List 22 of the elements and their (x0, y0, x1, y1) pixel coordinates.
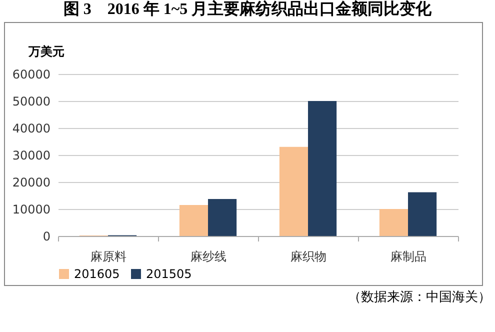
chart-title: 图 3 2016 年 1~5 月主要麻纺织品出口金额同比变化 (62, 0, 433, 20)
bar (308, 101, 337, 236)
x-tick-label: 麻原料 (90, 250, 126, 264)
bar (408, 192, 437, 236)
legend-label: 201605 (74, 267, 120, 281)
y-tick-label: 40000 (12, 122, 50, 136)
x-tick-label: 麻制品 (390, 250, 426, 264)
y-tick-label: 50000 (12, 94, 50, 108)
bar (179, 204, 208, 236)
bar (208, 199, 237, 236)
y-tick-label: 20000 (12, 176, 50, 190)
x-tick-label: 麻织物 (290, 250, 326, 264)
y-axis-title: 万美元 (28, 44, 64, 58)
y-tick-label: 60000 (12, 68, 50, 82)
y-tick-label: 10000 (12, 202, 50, 216)
x-tick-label: 麻纱线 (190, 250, 226, 264)
y-tick-label: 0 (42, 230, 50, 244)
y-tick-label: 30000 (12, 148, 50, 162)
legend-label: 201505 (146, 267, 192, 281)
bar (279, 146, 308, 236)
text: （数据来源：中国海关） (347, 289, 492, 306)
bar (379, 209, 408, 236)
